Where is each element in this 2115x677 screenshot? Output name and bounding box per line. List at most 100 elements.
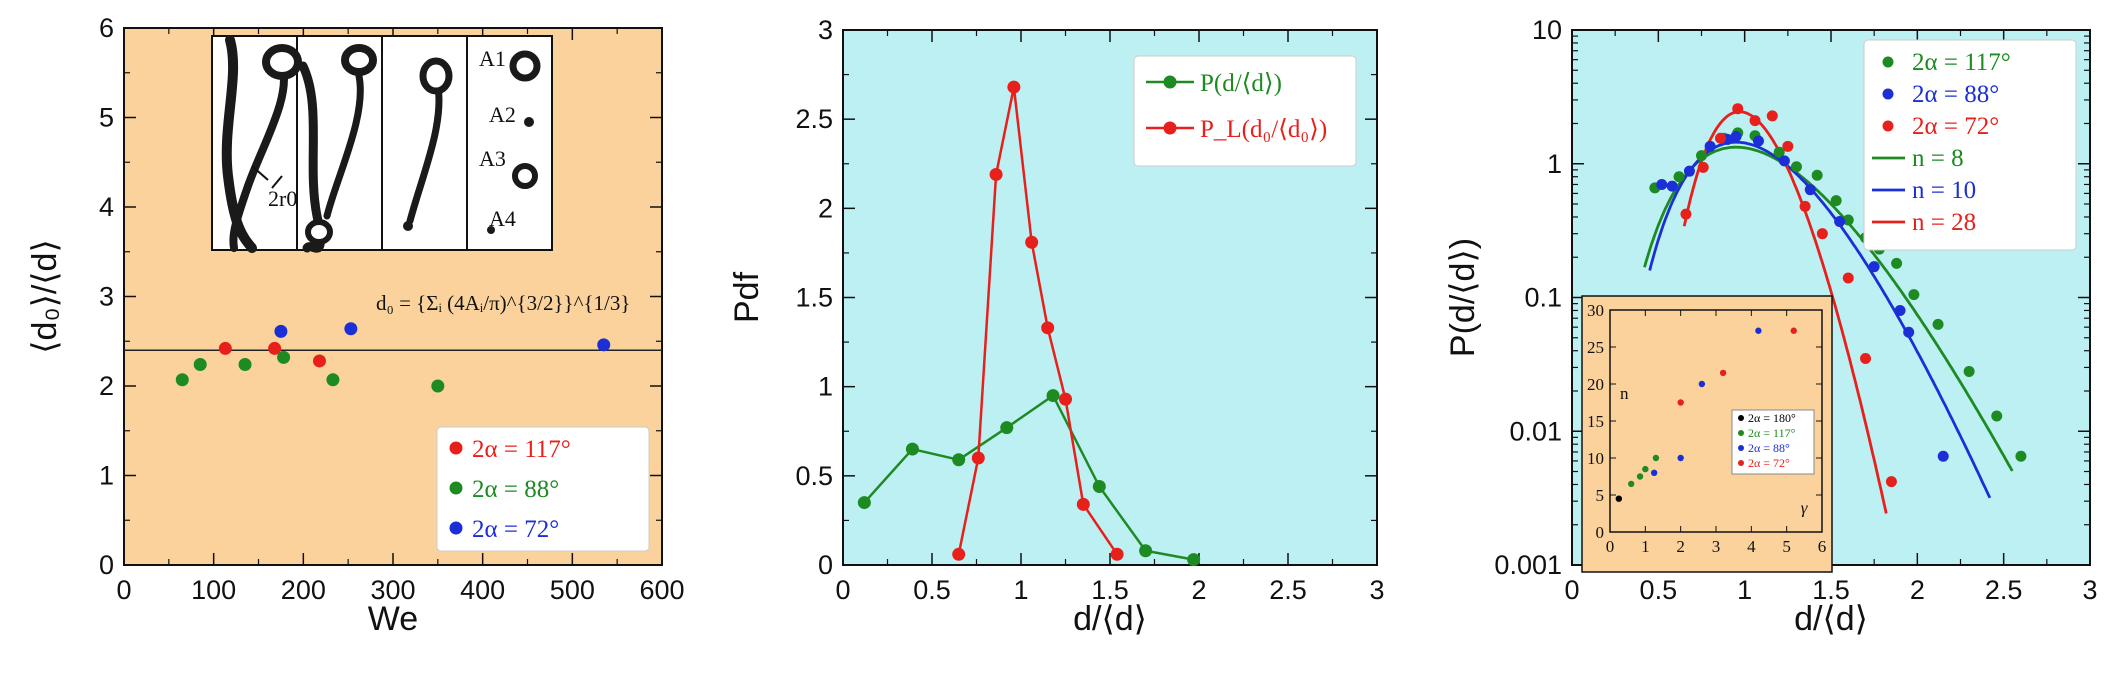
legend-marker	[1163, 75, 1177, 89]
inset-x-tick-label: 4	[1747, 537, 1756, 556]
legend-label: n = 28	[1912, 209, 1976, 236]
inset-x-axis-title: γ	[1801, 499, 1809, 518]
data-point	[1782, 140, 1794, 152]
x-tick-label: 0.5	[913, 575, 951, 605]
x-tick-label: 300	[370, 575, 415, 605]
y-tick-label: 0	[99, 550, 114, 580]
y-tick-label: 1	[1547, 149, 1562, 179]
arrow-shape	[271, 175, 283, 189]
data-point	[1000, 421, 1014, 435]
inset-x-tick-label: 2	[1676, 537, 1685, 556]
data-point	[344, 322, 358, 336]
legend-marker	[449, 441, 463, 455]
data-point	[1041, 321, 1055, 335]
legend-marker	[1882, 56, 1894, 68]
ligament-shape	[298, 61, 325, 253]
droplet-A3	[512, 163, 538, 189]
data-point	[218, 341, 232, 355]
legend-marker	[1882, 88, 1894, 100]
data-point	[1799, 200, 1811, 212]
data-point	[1868, 261, 1880, 273]
data-point	[1673, 171, 1685, 183]
y-tick-label: 6	[99, 13, 114, 43]
y-tick-label: 5	[99, 103, 114, 133]
x-axis-title: We	[368, 600, 418, 638]
data-point	[1816, 228, 1828, 240]
plot-area	[1643, 103, 2027, 514]
ligament-shape	[406, 82, 443, 225]
x-tick-label: 100	[191, 575, 236, 605]
x-tick-label: 0	[116, 575, 131, 605]
data-point	[1696, 150, 1707, 162]
legend-label: 2α = 72°	[1912, 113, 1999, 140]
data-point	[238, 358, 252, 372]
y-axis-title: P(d/⟨d⟩)	[1444, 238, 1482, 357]
droplet-shape	[341, 44, 377, 76]
inset-y-tick-label: 20	[1587, 375, 1604, 394]
inset-legend-label: 2α = 117°	[1748, 426, 1796, 440]
droplet-shape	[419, 57, 453, 95]
data-point	[857, 496, 871, 510]
droplet-A2	[524, 117, 534, 127]
x-tick-label: 2.5	[1985, 575, 2023, 605]
data-point	[1778, 155, 1790, 167]
fit-curve	[1648, 140, 1992, 499]
inset-y-tick-label: 30	[1587, 301, 1604, 320]
data-point	[1811, 169, 1823, 181]
droplet-shape	[403, 221, 413, 231]
data-point	[1766, 110, 1778, 122]
plot-frame	[842, 29, 1378, 566]
x-tick-label: 600	[639, 575, 684, 605]
inset-y-tick-label: 25	[1587, 338, 1604, 357]
data-point	[1885, 476, 1897, 488]
data-point	[597, 338, 611, 352]
droplet-photo-inset: A1 A2 A3 A4 2r0	[211, 35, 553, 253]
data-point	[268, 341, 282, 355]
y-tick-label: 0.01	[1509, 416, 1562, 446]
data-point	[1903, 326, 1915, 338]
data-point	[274, 324, 288, 338]
y-tick-label: 3	[99, 282, 114, 312]
x-tick-label: 3	[1369, 575, 1384, 605]
data-point	[1666, 180, 1678, 192]
data-point	[1804, 184, 1816, 196]
data-point	[1908, 289, 1920, 301]
photo-label-A2: A2	[489, 102, 516, 127]
plot-frame	[123, 27, 663, 566]
y-tick-label: 1	[818, 372, 833, 402]
photo-label-A3: A3	[479, 146, 506, 171]
inset-legend-marker	[1738, 415, 1744, 421]
data-point	[1007, 80, 1021, 94]
x-tick-label: 1	[1013, 575, 1028, 605]
data-point	[1752, 135, 1764, 147]
x-tick-label: 200	[281, 575, 326, 605]
inset-x-tick-label: 1	[1641, 537, 1650, 556]
y-axis-title: ⟨d₀⟩/⟨d⟩	[26, 239, 64, 353]
data-point	[1937, 450, 1949, 462]
x-axis-title: d/⟨d⟩	[1073, 600, 1147, 638]
legend-label: n = 10	[1912, 177, 1976, 204]
legend-label: 2α = 117°	[1912, 49, 2011, 76]
data-point	[1860, 352, 1872, 364]
inset-legend-marker	[1738, 445, 1744, 451]
inset-data-point	[1636, 473, 1644, 480]
formula-text: d₀ = {Σᵢ (4Aᵢ/π)^{3/2}}^{1/3}	[376, 291, 630, 315]
data-point	[1046, 389, 1060, 403]
data-point	[1842, 214, 1854, 226]
arrow-shape	[251, 165, 269, 181]
inset-data-point	[1642, 465, 1649, 473]
inset-data-point	[1652, 454, 1660, 462]
data-point	[1932, 318, 1944, 330]
data-point	[952, 453, 966, 467]
data-point	[1830, 195, 1842, 207]
panel-middle-pdf: 0 0.5 1 1.5 2 2.5 3 0 0.5 1 1.5 2 2.5 3 P(d/⟨d⟩) P_L(d₀…	[728, 15, 1385, 638]
ligament-shape	[323, 72, 364, 220]
x-tick-label: 0.5	[1640, 575, 1678, 605]
inset-data-point	[1628, 480, 1635, 488]
y-tick-label: 0	[818, 550, 833, 580]
data-point	[1139, 544, 1153, 558]
inset-legend-label: 2α = 180°	[1748, 411, 1796, 425]
data-point	[989, 167, 1003, 181]
x-tick-label: 1.5	[1812, 575, 1850, 605]
